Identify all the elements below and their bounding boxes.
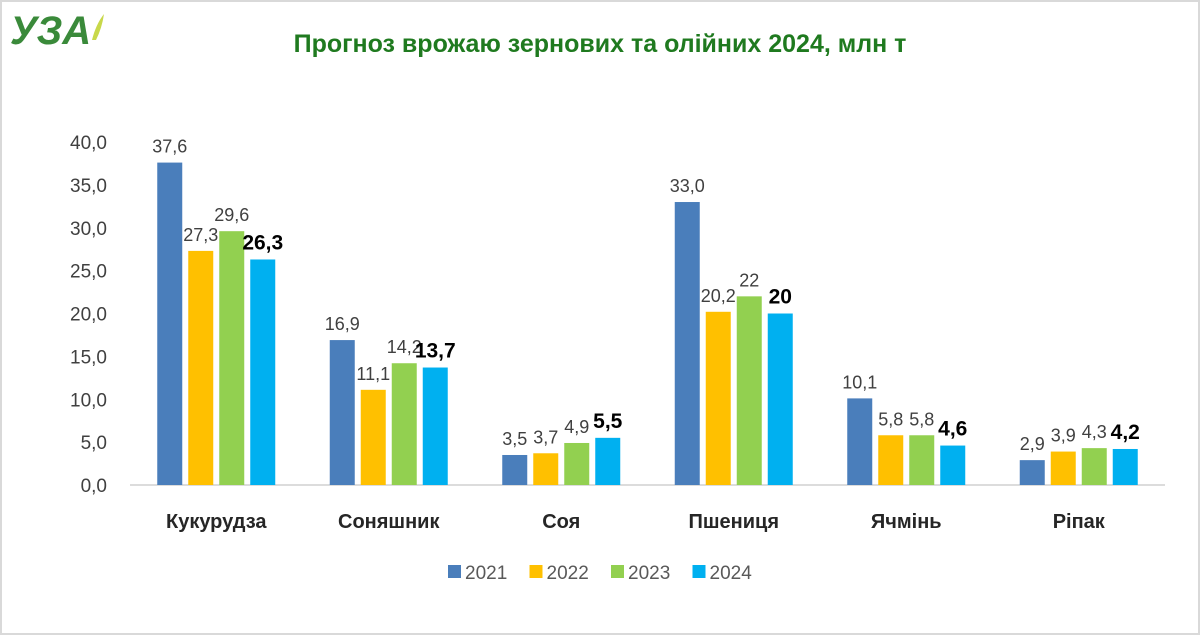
- y-tick-label: 35,0: [70, 176, 107, 197]
- bar-2022-5: [1050, 451, 1076, 485]
- data-label-2024: 5,5: [593, 410, 623, 433]
- legend-label: 2024: [710, 563, 753, 584]
- data-label-2024: 20: [769, 286, 792, 309]
- data-label-2023: 5,8: [909, 409, 934, 429]
- data-label-2023: 4,9: [564, 417, 589, 437]
- data-label-2021: 37,6: [152, 137, 187, 157]
- legend-swatch-2023: [611, 565, 624, 578]
- data-label-2022: 3,9: [1051, 426, 1076, 446]
- bar-2023-5: [1081, 448, 1107, 485]
- data-label-2021: 33,0: [670, 176, 705, 196]
- data-label-2022: 20,2: [701, 286, 736, 306]
- bar-2024-3: [767, 313, 793, 485]
- data-labels: 37,6 27,329,6 26,3 16,9 11,1 14,213,7 3,5 3,7 4,…: [152, 137, 1140, 455]
- bar-2023-4: [909, 435, 935, 485]
- bar-2023-1: [391, 363, 417, 485]
- bar-2022-3: [705, 311, 731, 485]
- data-label-2021: 2,9: [1020, 434, 1045, 454]
- data-label-2021: 3,5: [502, 429, 527, 449]
- data-label-2023: 29,6: [214, 205, 249, 225]
- data-label-2023: 22: [739, 270, 759, 290]
- bar-2023-0: [219, 231, 245, 485]
- bar-2022-2: [533, 453, 559, 485]
- data-label-2024: 13,7: [415, 340, 456, 363]
- y-tick-label: 0,0: [81, 476, 107, 497]
- axes: 0,0 5,0 10,0 15,0 20,0 25,0 30,0 35,0 40,0 Кукуру…: [70, 133, 1165, 533]
- bar-2024-0: [250, 259, 276, 485]
- x-category-label: Ріпак: [1053, 511, 1106, 533]
- y-tick-label: 40,0: [70, 133, 107, 154]
- bar-2021-3: [674, 202, 700, 485]
- data-label-2022: 3,7: [533, 427, 558, 447]
- data-label-2021: 10,1: [842, 372, 877, 392]
- bar-2022-4: [878, 435, 904, 485]
- x-category-label: Соя: [542, 511, 580, 533]
- bar-2021-0: [157, 162, 183, 485]
- y-tick-label: 15,0: [70, 347, 107, 368]
- y-tick-label: 5,0: [81, 433, 107, 454]
- chart-title: Прогноз врожаю зернових та олійних 2024,…: [294, 30, 907, 58]
- legend-swatch-2021: [448, 565, 461, 578]
- data-label-2023: 14,2: [387, 337, 422, 357]
- bar-2023-3: [736, 296, 762, 485]
- data-label-2021: 16,9: [325, 314, 360, 334]
- data-label-2022: 5,8: [878, 409, 903, 429]
- bar-2021-4: [847, 398, 873, 485]
- data-label-2024: 26,3: [242, 231, 283, 254]
- y-tick-label: 30,0: [70, 219, 107, 240]
- bar-2024-5: [1112, 448, 1138, 485]
- data-label-2022: 11,1: [356, 364, 390, 384]
- y-tick-label: 20,0: [70, 305, 107, 326]
- bar-2023-2: [564, 442, 590, 485]
- wheat-icon: [92, 14, 104, 40]
- legend: 2021 2022 2023 2024: [448, 563, 752, 584]
- x-category-label: Соняшник: [338, 511, 440, 533]
- bar-2021-5: [1019, 460, 1045, 485]
- x-category-label: Пшениця: [688, 511, 779, 533]
- bar-2024-1: [422, 367, 448, 485]
- x-category-label: Кукурудза: [166, 511, 267, 533]
- data-label-2024: 4,6: [938, 418, 967, 441]
- legend-label: 2022: [547, 563, 589, 584]
- data-label-2022: 27,3: [183, 225, 218, 245]
- logo: УЗА: [10, 9, 104, 53]
- x-category-label: Ячмінь: [871, 511, 942, 533]
- legend-swatch-2022: [529, 565, 543, 578]
- legend-swatch-2024: [692, 565, 706, 578]
- y-tick-label: 10,0: [70, 390, 107, 411]
- data-label-2024: 4,2: [1111, 421, 1140, 444]
- bar-2022-1: [360, 389, 386, 485]
- bar-2024-2: [595, 437, 621, 485]
- legend-label: 2023: [628, 563, 670, 584]
- bar-2021-1: [329, 340, 355, 485]
- legend-label: 2021: [465, 563, 507, 584]
- bar-2022-0: [188, 250, 214, 485]
- bar-2021-2: [502, 454, 528, 485]
- bar-2024-4: [940, 445, 966, 485]
- logo-text: УЗА: [10, 9, 91, 53]
- y-tick-label: 25,0: [70, 262, 107, 283]
- data-label-2023: 4,3: [1082, 422, 1107, 442]
- bars: [157, 162, 1138, 485]
